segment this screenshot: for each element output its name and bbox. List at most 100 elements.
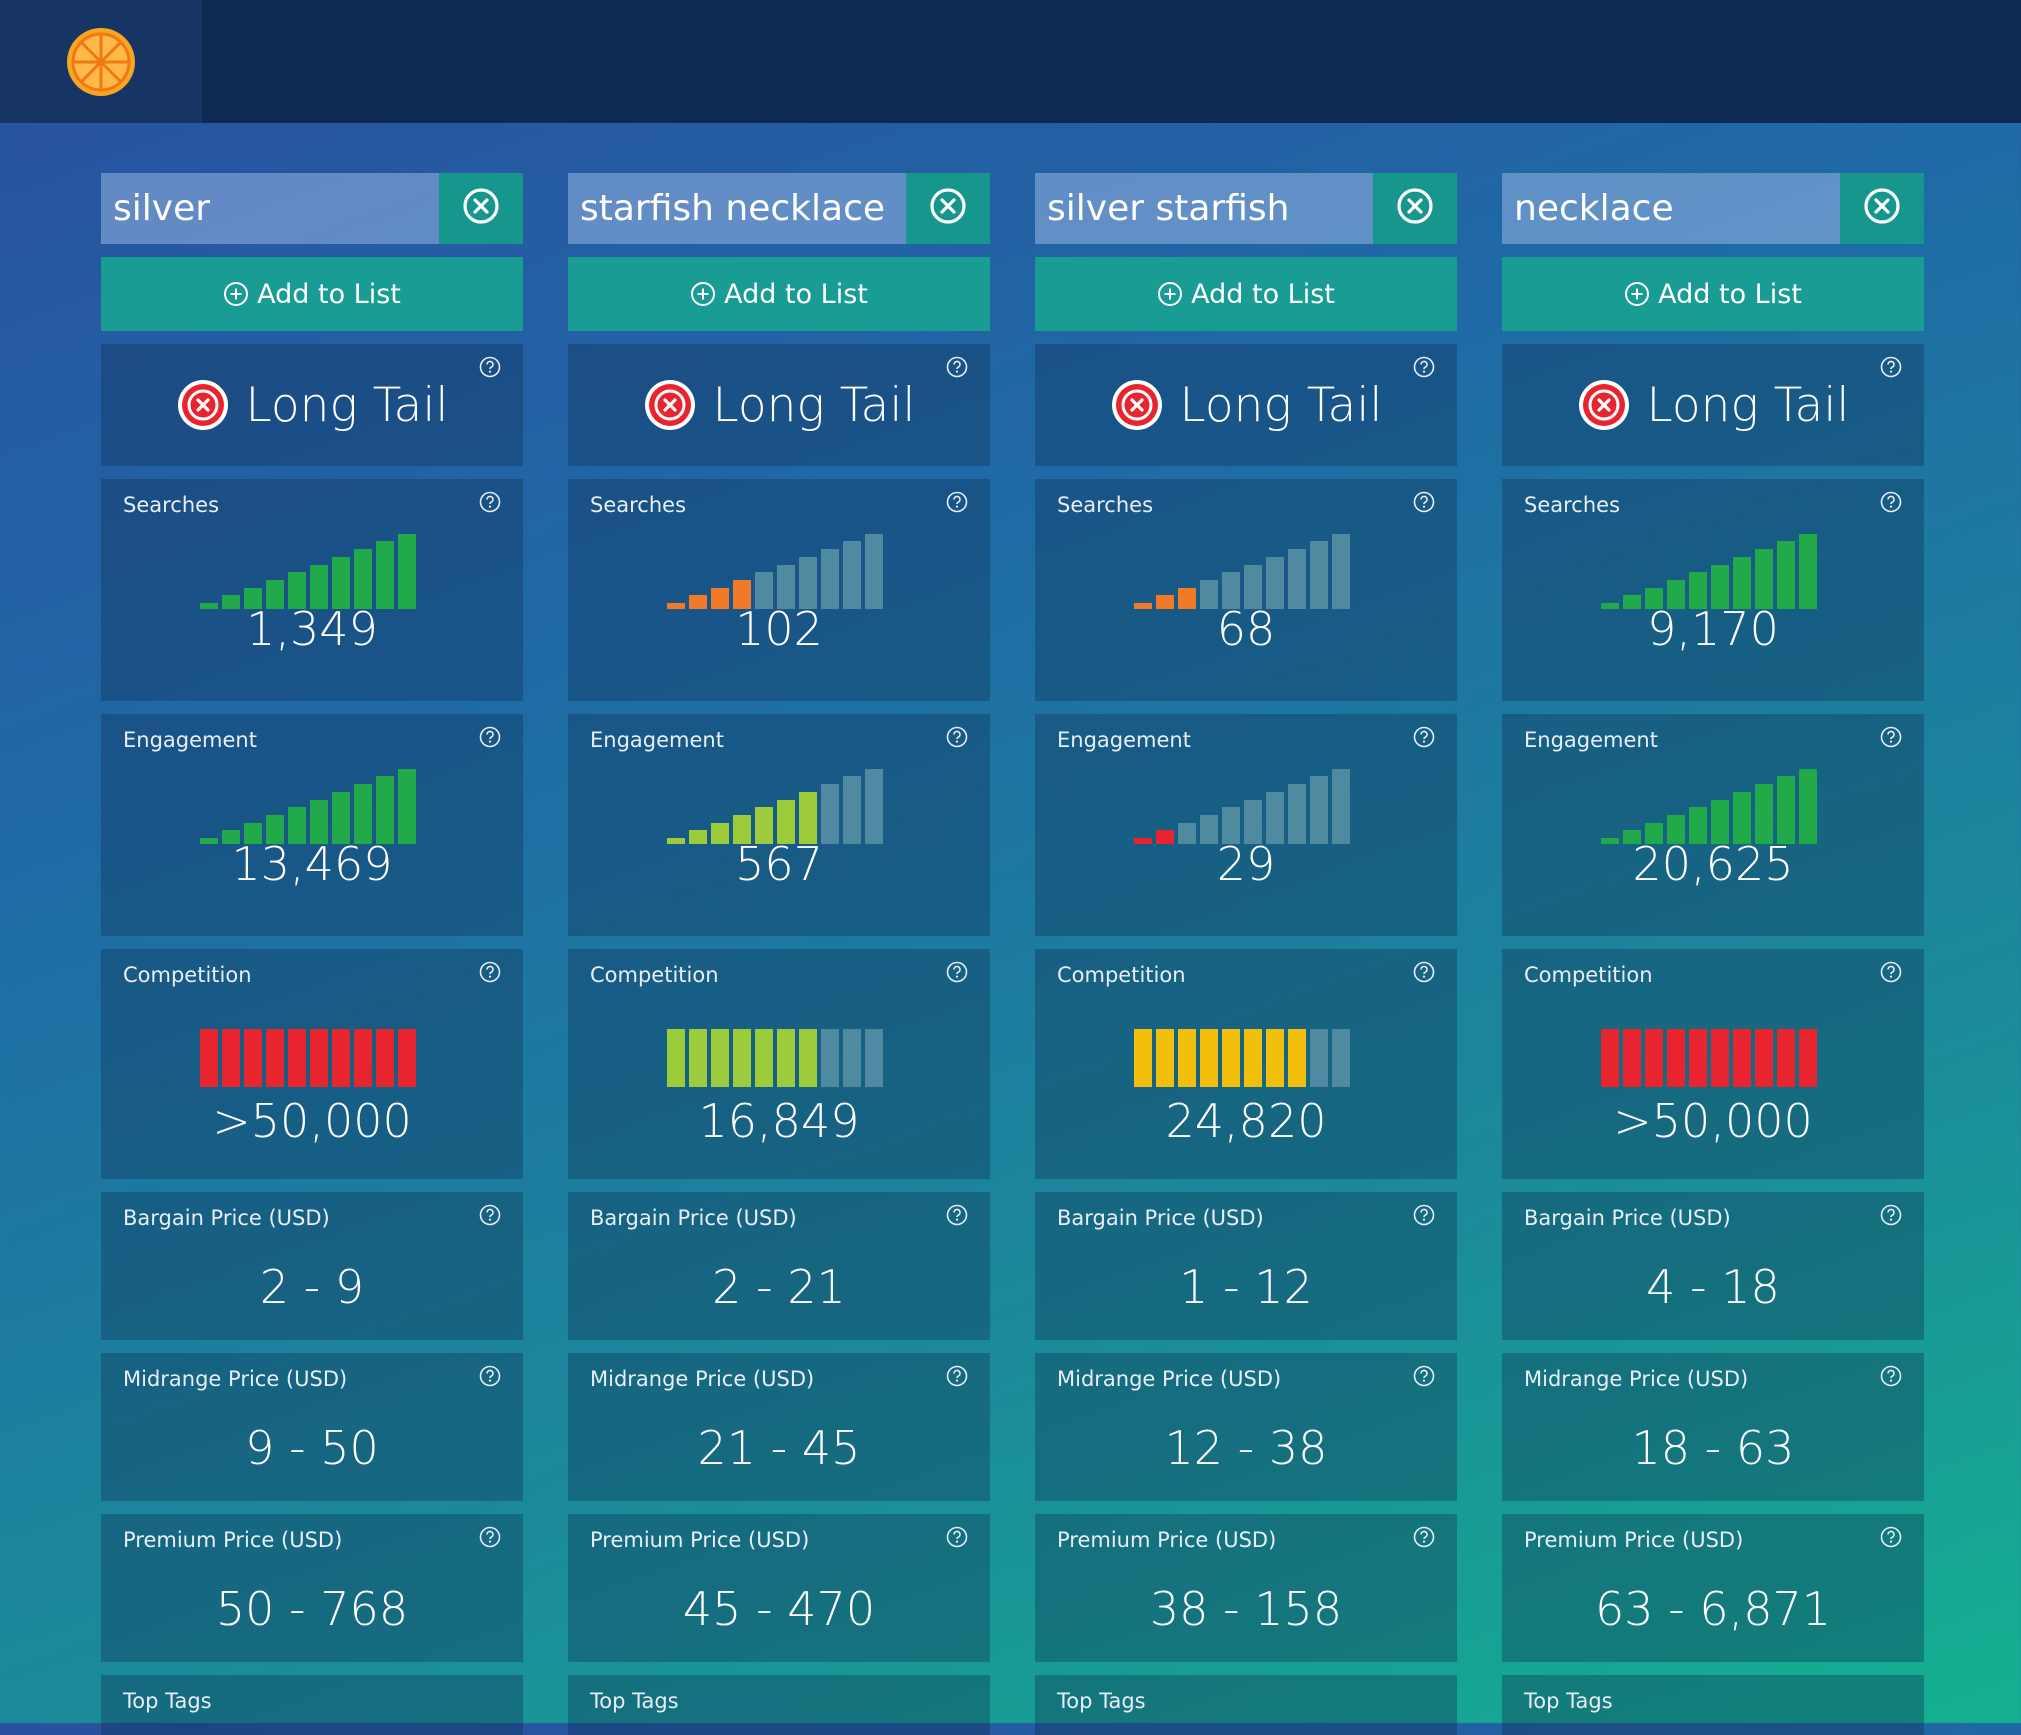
help-icon[interactable] <box>946 726 968 748</box>
help-icon[interactable] <box>1413 726 1435 748</box>
help-icon[interactable] <box>946 356 968 378</box>
engagement-bar <box>733 814 751 844</box>
top-tags-label: Top Tags <box>123 1689 212 1713</box>
help-icon[interactable] <box>946 491 968 513</box>
keyword-input[interactable] <box>101 173 439 244</box>
competition-bar <box>1733 1029 1751 1087</box>
help-icon[interactable] <box>1880 1204 1902 1226</box>
competition-bar <box>865 1029 883 1087</box>
add-to-list-button[interactable]: Add to List <box>101 257 523 331</box>
top-tags-label: Top Tags <box>590 1689 679 1713</box>
searches-bar <box>1799 533 1817 609</box>
help-icon[interactable] <box>479 356 501 378</box>
searches-bar <box>799 556 817 609</box>
keyword-input[interactable] <box>1502 173 1840 244</box>
competition-bar <box>1623 1029 1641 1087</box>
competition-bar <box>1178 1029 1196 1087</box>
keyword-input[interactable] <box>1035 173 1373 244</box>
midrange-price-card: Midrange Price (USD) 9 - 50 <box>101 1353 523 1501</box>
premium-price-card: Premium Price (USD) 45 - 470 <box>568 1514 990 1662</box>
add-to-list-button[interactable]: Add to List <box>1035 257 1457 331</box>
keyword-column: Add to List Long Tail Searches 1,349 Engagem… <box>101 173 523 1735</box>
competition-bar <box>1222 1029 1240 1087</box>
engagement-bar <box>354 784 372 844</box>
competition-bar-meter <box>1134 1029 1350 1087</box>
help-icon[interactable] <box>1413 356 1435 378</box>
help-icon[interactable] <box>1413 961 1435 983</box>
engagement-label: Engagement <box>1524 728 1658 752</box>
keyword-input[interactable] <box>568 173 906 244</box>
help-icon[interactable] <box>479 726 501 748</box>
competition-label: Competition <box>590 963 719 987</box>
searches-value: 9,170 <box>1647 602 1779 656</box>
long-tail-label: Long Tail <box>245 377 449 433</box>
help-icon[interactable] <box>946 1204 968 1226</box>
keyword-column: Add to List Long Tail Searches 68 Engagement… <box>1035 173 1457 1735</box>
help-icon[interactable] <box>1880 356 1902 378</box>
searches-bar-meter <box>1601 533 1817 609</box>
top-tags-card: Top Tags <box>1035 1675 1457 1735</box>
competition-bar <box>1711 1029 1729 1087</box>
help-icon[interactable] <box>479 1204 501 1226</box>
competition-bar <box>821 1029 839 1087</box>
engagement-bar <box>1755 784 1773 844</box>
competition-bar <box>1755 1029 1773 1087</box>
help-icon[interactable] <box>1413 1365 1435 1387</box>
add-to-list-button[interactable]: Add to List <box>568 257 990 331</box>
help-icon[interactable] <box>1880 961 1902 983</box>
help-icon[interactable] <box>1880 1526 1902 1548</box>
searches-bar <box>777 564 795 609</box>
competition-bar <box>1134 1029 1152 1087</box>
engagement-bar <box>1156 830 1174 844</box>
clear-keyword-button[interactable] <box>906 173 990 244</box>
logo[interactable] <box>0 0 202 123</box>
engagement-bar <box>1244 799 1262 844</box>
competition-bar <box>1266 1029 1284 1087</box>
engagement-bar <box>200 838 218 844</box>
keyword-row <box>1035 173 1457 244</box>
competition-value: >50,000 <box>1613 1094 1813 1148</box>
help-icon[interactable] <box>946 961 968 983</box>
searches-bar <box>821 549 839 609</box>
clear-keyword-button[interactable] <box>1373 173 1457 244</box>
help-icon[interactable] <box>1880 1365 1902 1387</box>
help-icon[interactable] <box>1413 491 1435 513</box>
close-circle-icon <box>929 187 967 230</box>
bargain-price-label: Bargain Price (USD) <box>123 1206 330 1230</box>
help-icon[interactable] <box>1413 1526 1435 1548</box>
add-to-list-button[interactable]: Add to List <box>1502 257 1924 331</box>
clear-keyword-button[interactable] <box>439 173 523 244</box>
help-icon[interactable] <box>479 1365 501 1387</box>
help-icon[interactable] <box>1413 1204 1435 1226</box>
help-icon[interactable] <box>946 1365 968 1387</box>
clear-keyword-button[interactable] <box>1840 173 1924 244</box>
engagement-bar <box>1288 784 1306 844</box>
help-icon[interactable] <box>1880 726 1902 748</box>
searches-bar <box>1134 603 1152 609</box>
searches-bar <box>1156 595 1174 609</box>
searches-bar <box>843 541 861 609</box>
midrange-price-label: Midrange Price (USD) <box>1057 1367 1282 1391</box>
long-tail-card: Long Tail <box>1035 344 1457 466</box>
help-icon[interactable] <box>479 491 501 513</box>
keyword-row <box>568 173 990 244</box>
bargain-price-value: 4 - 18 <box>1646 1260 1780 1314</box>
help-icon[interactable] <box>1880 491 1902 513</box>
competition-bar <box>266 1029 284 1087</box>
engagement-card: Engagement 29 <box>1035 714 1457 936</box>
engagement-bar <box>1667 814 1685 844</box>
searches-bar <box>711 587 729 609</box>
help-icon[interactable] <box>479 961 501 983</box>
engagement-bar <box>244 822 262 844</box>
plus-circle-icon <box>690 281 716 307</box>
bargain-price-card: Bargain Price (USD) 4 - 18 <box>1502 1192 1924 1340</box>
long-tail-card: Long Tail <box>1502 344 1924 466</box>
help-icon[interactable] <box>946 1526 968 1548</box>
bargain-price-card: Bargain Price (USD) 2 - 9 <box>101 1192 523 1340</box>
premium-price-label: Premium Price (USD) <box>123 1528 343 1552</box>
searches-bar <box>266 579 284 609</box>
searches-label: Searches <box>1524 493 1621 517</box>
searches-card: Searches 1,349 <box>101 479 523 701</box>
competition-bar <box>332 1029 350 1087</box>
help-icon[interactable] <box>479 1526 501 1548</box>
